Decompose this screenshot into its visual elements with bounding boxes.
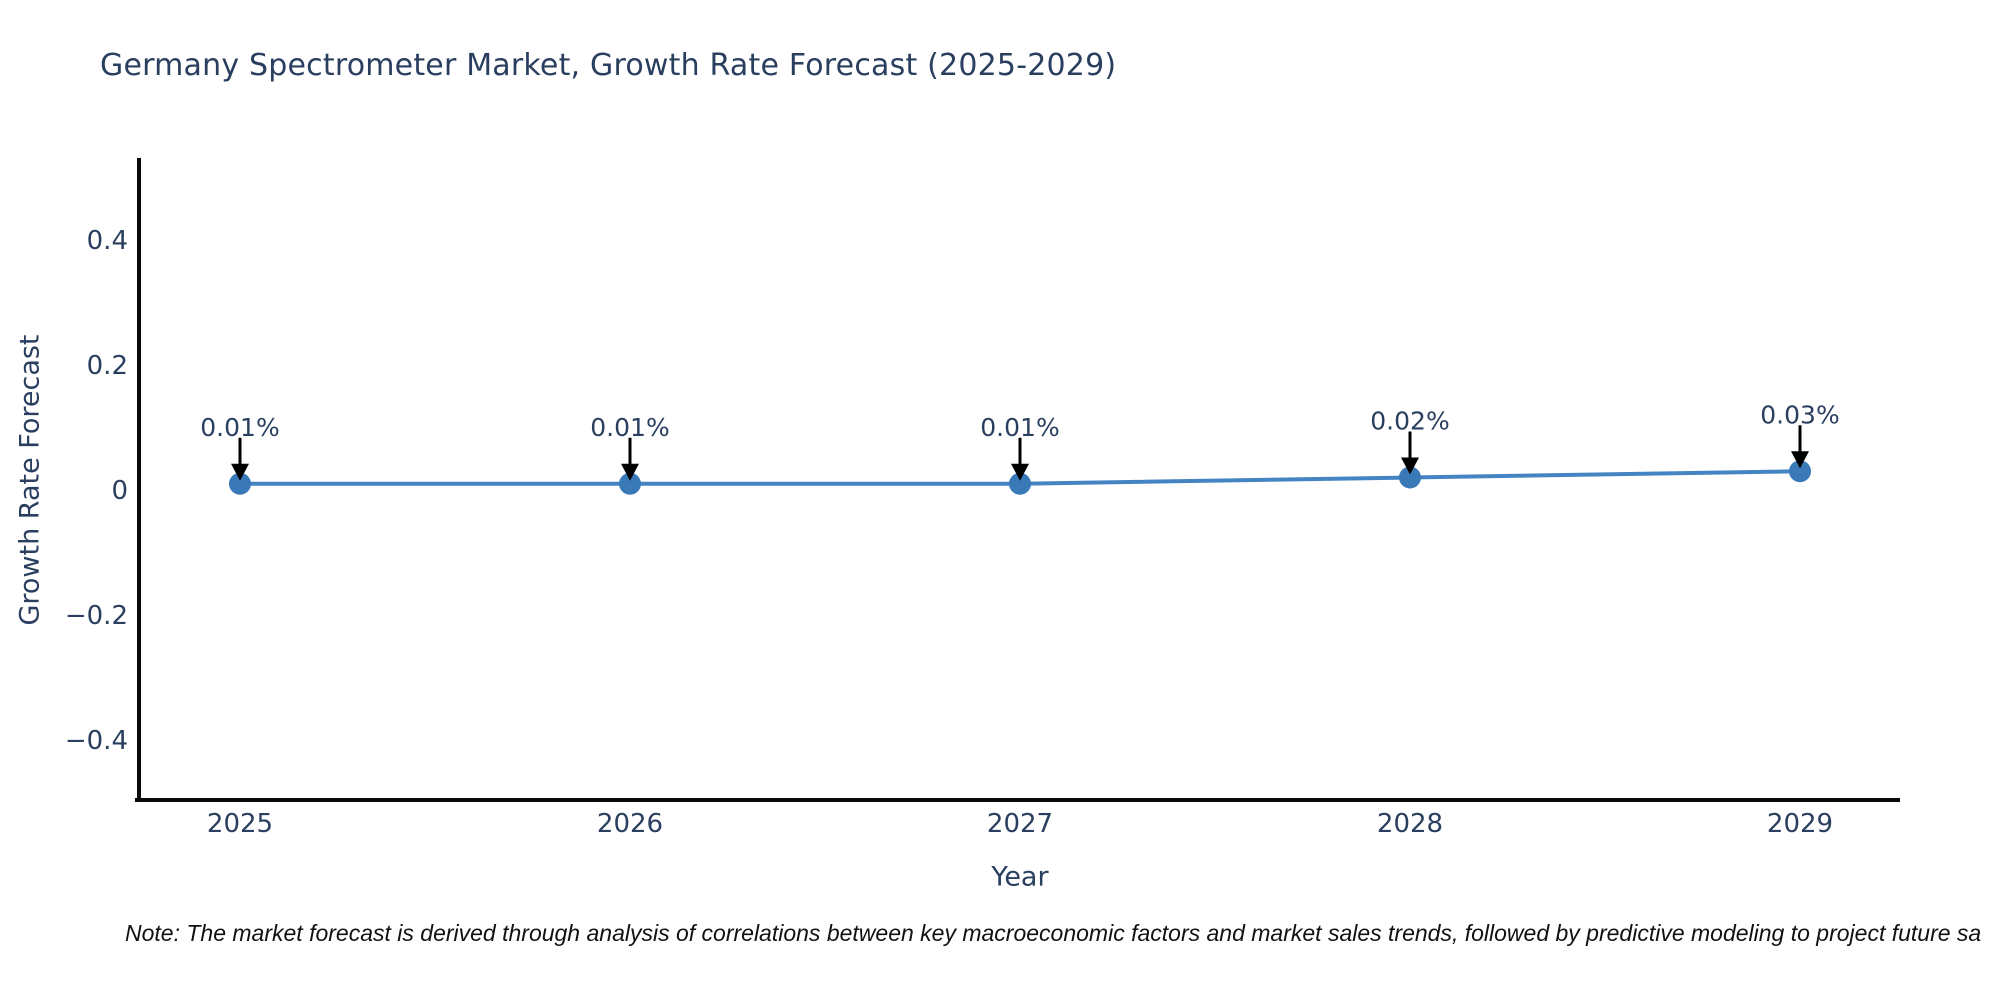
annotation-label: 0.02% bbox=[1370, 407, 1449, 436]
data-point-marker bbox=[229, 472, 251, 495]
footnote: Note: The market forecast is derived thr… bbox=[125, 920, 1982, 946]
x-tick-label: 2025 bbox=[207, 809, 273, 839]
annotation-arrowhead bbox=[1011, 463, 1029, 481]
x-tick-label: 2026 bbox=[597, 809, 663, 839]
annotation-arrowhead bbox=[1791, 451, 1809, 469]
chart-title: Germany Spectrometer Market, Growth Rate… bbox=[100, 48, 1117, 83]
annotation-arrowhead bbox=[621, 463, 639, 481]
annotation-label: 0.03% bbox=[1760, 400, 1839, 429]
annotation-arrowhead bbox=[231, 463, 249, 481]
y-tick-label: −0.2 bbox=[65, 601, 128, 631]
x-tick-label: 2028 bbox=[1377, 809, 1443, 839]
x-tick-label: 2027 bbox=[987, 809, 1053, 839]
x-axis-title: Year bbox=[991, 861, 1049, 893]
data-point-marker bbox=[1399, 466, 1421, 489]
y-axis-title: Growth Rate Forecast bbox=[14, 334, 46, 626]
annotation-label: 0.01% bbox=[980, 413, 1059, 442]
y-tick-label: −0.4 bbox=[65, 726, 128, 756]
y-tick-label: 0 bbox=[111, 476, 128, 506]
x-tick-label: 2029 bbox=[1767, 809, 1833, 839]
data-point-marker bbox=[1789, 460, 1811, 483]
annotation-arrowhead bbox=[1401, 457, 1419, 475]
data-point-marker bbox=[1009, 472, 1031, 495]
y-tick-label: 0.4 bbox=[87, 226, 128, 256]
y-tick-label: 0.2 bbox=[87, 351, 128, 381]
annotation-label: 0.01% bbox=[200, 413, 279, 442]
annotation-label: 0.01% bbox=[590, 413, 669, 442]
data-point-marker bbox=[619, 472, 641, 495]
